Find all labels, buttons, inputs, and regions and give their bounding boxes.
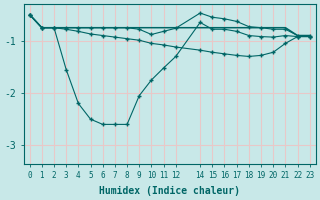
X-axis label: Humidex (Indice chaleur): Humidex (Indice chaleur) <box>99 186 240 196</box>
